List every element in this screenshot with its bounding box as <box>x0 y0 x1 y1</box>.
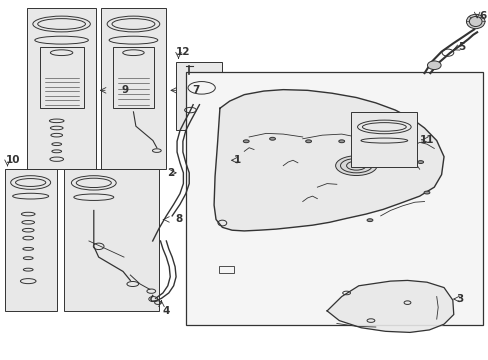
Ellipse shape <box>338 140 344 143</box>
Ellipse shape <box>335 156 376 176</box>
Bar <box>219 266 233 273</box>
Ellipse shape <box>423 191 429 194</box>
Text: 6: 6 <box>478 11 486 21</box>
Ellipse shape <box>466 14 484 29</box>
Polygon shape <box>214 90 443 231</box>
Ellipse shape <box>366 219 372 222</box>
Bar <box>64 169 159 311</box>
Bar <box>176 62 222 130</box>
Ellipse shape <box>269 137 275 140</box>
Text: 1: 1 <box>233 155 240 165</box>
Bar <box>101 8 166 169</box>
Polygon shape <box>326 280 453 332</box>
Text: 9: 9 <box>121 85 128 95</box>
Text: 12: 12 <box>176 48 190 57</box>
Ellipse shape <box>417 161 423 163</box>
Text: 3: 3 <box>455 294 463 304</box>
Ellipse shape <box>427 61 440 69</box>
Bar <box>113 47 154 108</box>
Text: 10: 10 <box>6 155 20 165</box>
Ellipse shape <box>406 143 412 146</box>
Text: 7: 7 <box>192 85 199 95</box>
Text: 11: 11 <box>419 135 434 145</box>
Bar <box>185 72 482 325</box>
Text: 5: 5 <box>458 42 465 52</box>
Bar <box>4 169 57 311</box>
Ellipse shape <box>243 140 249 143</box>
Bar <box>351 112 416 167</box>
Bar <box>27 8 96 169</box>
Text: 8: 8 <box>175 215 182 224</box>
Text: 2: 2 <box>166 168 174 178</box>
Text: 4: 4 <box>163 306 170 316</box>
Bar <box>40 47 83 108</box>
Ellipse shape <box>305 140 311 143</box>
